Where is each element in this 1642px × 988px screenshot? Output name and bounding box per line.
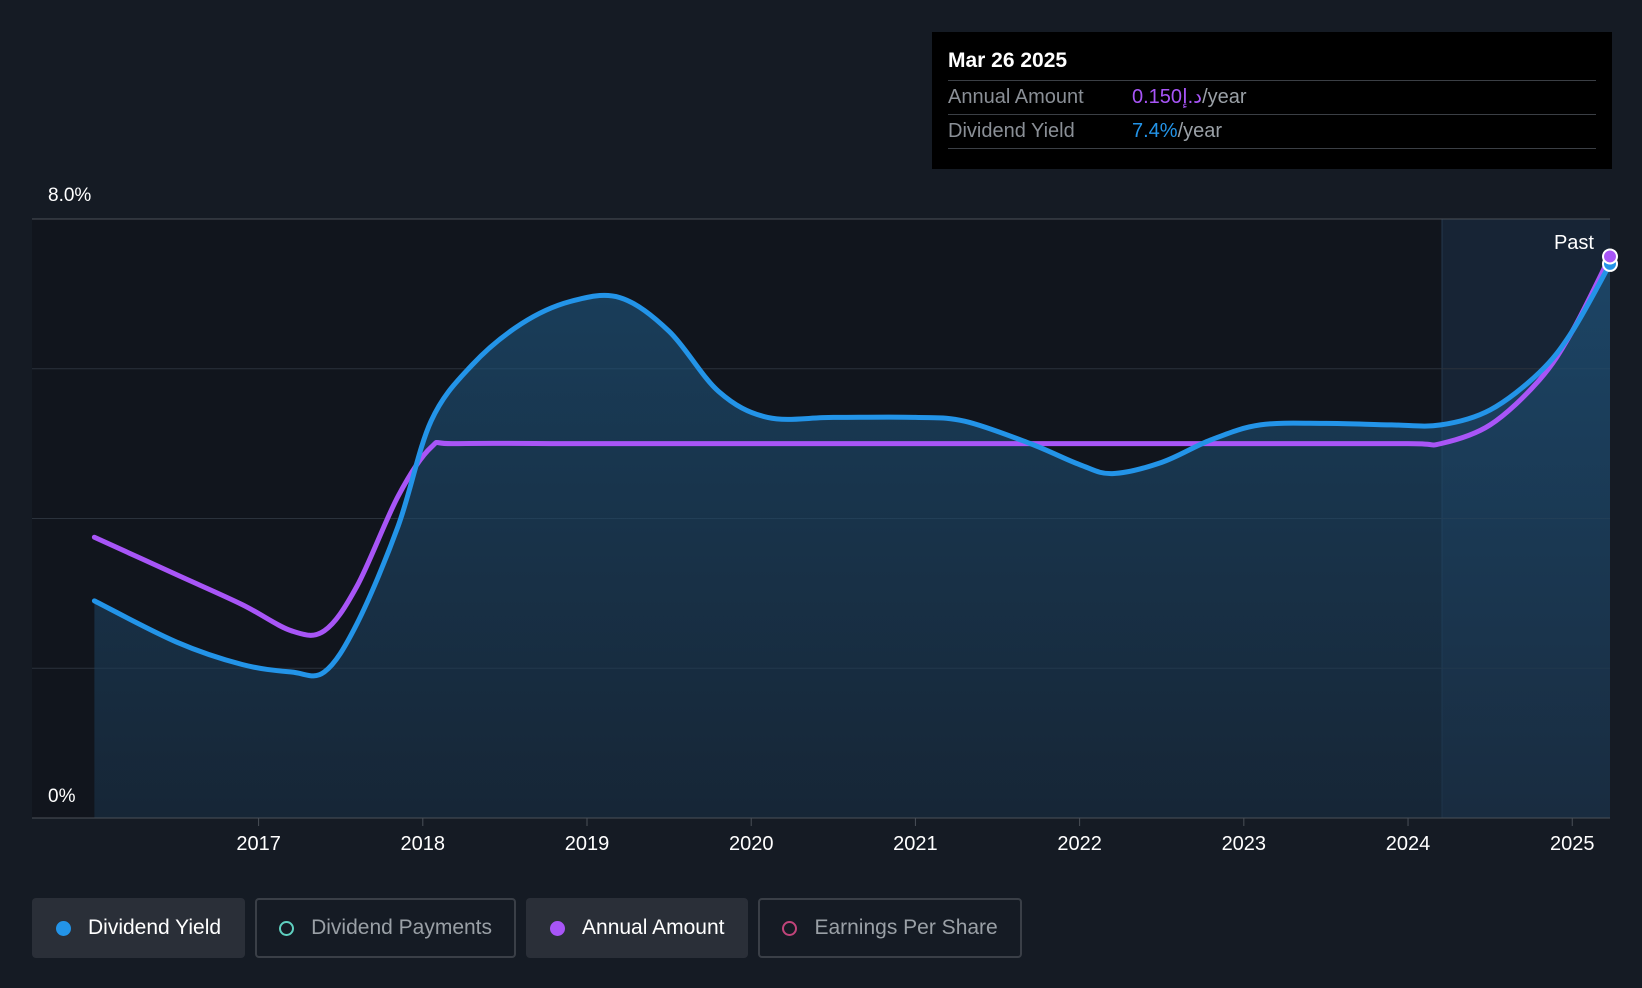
- legend-dividend-payments[interactable]: Dividend Payments: [255, 898, 517, 958]
- x-tick-label: 2021: [893, 833, 938, 855]
- tooltip-value: 0.150د.إ: [1132, 86, 1203, 108]
- y-axis-top-label: 8.0%: [48, 185, 91, 206]
- ring-dot-icon: [279, 920, 295, 936]
- legend-dividend-yield[interactable]: Dividend Yield: [32, 898, 246, 958]
- legend-label: Annual Amount: [582, 916, 725, 939]
- annual-amount-line: [91, 253, 1613, 638]
- tooltip-date: Mar 26 2025: [948, 46, 1596, 81]
- legend-label: Dividend Yield: [88, 916, 222, 939]
- filled-dot-icon: [550, 920, 566, 936]
- annual-amount-end-marker: [1602, 248, 1618, 265]
- tooltip-label: Dividend Yield: [948, 120, 1075, 142]
- ring-dot-icon: [782, 920, 798, 936]
- x-tick-label: 2018: [401, 833, 446, 855]
- x-tick-label: 2020: [729, 833, 774, 855]
- tooltip-label: Annual Amount: [948, 86, 1084, 108]
- tooltip-unit: /year: [1202, 86, 1247, 108]
- tooltip-row-annual-amount: Annual Amount 0.150د.إ /year: [948, 81, 1596, 115]
- legend-annual-amount[interactable]: Annual Amount: [526, 898, 749, 958]
- tooltip-value: 7.4%: [1132, 120, 1178, 142]
- filled-dot-icon: [56, 920, 71, 936]
- x-tick-label: 2017: [236, 833, 281, 855]
- legend-label: Earnings Per Share: [814, 916, 998, 939]
- legend: Dividend Yield Dividend Payments Annual …: [32, 898, 1022, 958]
- dividend-yield-line: [91, 261, 1613, 679]
- legend-label: Dividend Payments: [311, 916, 493, 939]
- x-tick-label: 2023: [1222, 833, 1267, 855]
- x-tick-label: 2024: [1386, 833, 1431, 855]
- dividend-yield-area: [94, 263, 1611, 818]
- legend-earnings-per-share[interactable]: Earnings Per Share: [758, 898, 1022, 958]
- tooltip-unit: /year: [1177, 120, 1223, 142]
- y-axis-bottom-label: 0%: [48, 786, 76, 807]
- x-axis: 2017 2018 2019 2020 2021 2022 2023 2024 2025: [32, 817, 1610, 855]
- past-label: Past: [1554, 232, 1594, 254]
- x-tick-label: 2019: [565, 833, 610, 855]
- x-tick-label: 2025: [1550, 833, 1595, 855]
- tooltip-row-dividend-yield: Dividend Yield 7.4% /year: [948, 115, 1596, 149]
- x-tick-label: 2022: [1057, 833, 1102, 855]
- tooltip: Mar 26 2025 Annual Amount 0.150د.إ /year…: [932, 32, 1612, 169]
